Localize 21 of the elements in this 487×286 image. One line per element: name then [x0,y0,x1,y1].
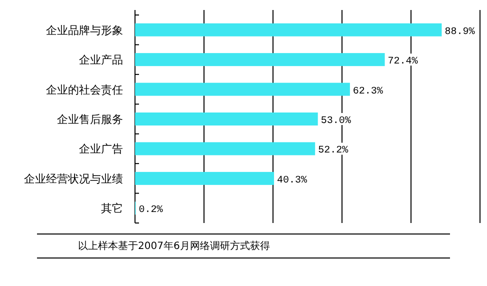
bar [135,23,442,36]
y-tick-label: 企业经营状况与业绩 [24,172,123,186]
bar [135,112,318,126]
y-tick-label: 企业产品 [79,54,123,67]
y-tick-label: 企业广告 [79,142,123,156]
y-tick-label: 企业品牌与形象 [46,24,123,37]
data-label: 52.2% [318,146,348,157]
data-label: 88.9% [444,26,475,38]
y-tick-label: 企业的社会责任 [46,83,123,96]
bar [135,53,385,66]
y-tick-label: 企业售后服务 [57,113,123,126]
data-label: 0.2% [138,205,163,216]
text: 以上样本基于2007年6月网络调研方式获得 [78,240,270,252]
bar [135,82,350,96]
bar [135,172,274,185]
bar [135,142,316,156]
data-label: 72.4% [388,56,418,68]
data-label: 40.3% [277,175,308,186]
data-label: 62.3% [352,86,383,98]
y-tick-label: 其它 [101,202,123,216]
data-label: 53.0% [320,116,351,127]
